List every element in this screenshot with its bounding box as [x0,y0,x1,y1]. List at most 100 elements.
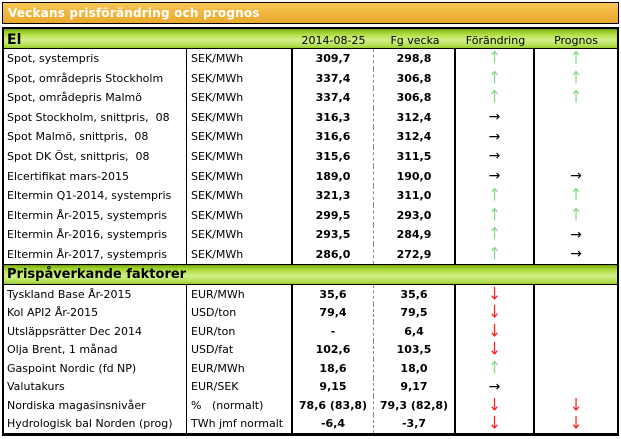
up-arrow-icon: ↑ [569,185,583,206]
change-cell: ↑ [456,88,535,108]
previous-week-value: 6,4 [374,322,456,341]
row-unit: SEK/MWh [187,68,293,89]
up-arrow-icon: ↑ [488,359,501,378]
previous-week-value: 311,5 [374,146,456,167]
row-unit: EUR/ton [187,322,293,341]
row-label: Spot, områdepris Stockholm [4,68,187,89]
table-row: Olja Brent, 1 månad USD/fat 102,6 103,5 … [4,340,617,360]
table-row: Spot Stockholm, snittpris, 08 SEK/MWh 31… [4,107,617,128]
up-arrow-icon: ↑ [488,88,501,108]
page-title: Veckans prisförändring och prognos [8,6,260,20]
change-cell: ↑ [456,49,535,69]
right-arrow-icon: → [488,378,501,395]
price-table: El 2014-08-25 Fg vecka Förändring Progno… [2,27,619,436]
forecast-cell: ↓ [535,415,617,434]
current-value: 79,4 [293,303,374,322]
row-unit: USD/ton [187,303,293,322]
table-row: Gaspoint Nordic (fd NP) EUR/MWh 18,6 18,… [4,359,617,378]
row-label: Kol API2 År-2015 [4,303,187,322]
change-cell: → [456,166,535,186]
current-value: 9,15 [293,377,374,396]
change-cell: ↓ [456,414,535,433]
up-arrow-icon: ↑ [488,185,501,206]
section-header-factors: Prispåverkande faktorer [4,264,617,285]
previous-week-value: 312,4 [374,127,456,147]
change-cell: ↑ [456,359,535,378]
down-arrow-icon: ↓ [569,396,583,415]
table-row: Spot Malmö, snittpris, 08 SEK/MWh 316,6 … [4,127,617,147]
forecast-cell: ↑ [535,88,617,108]
current-value: - [293,322,374,341]
change-cell: ↓ [456,322,535,341]
change-cell: ↑ [456,185,535,206]
section-header-el: El 2014-08-25 Fg vecka Förändring Progno… [4,29,617,49]
row-unit: SEK/MWh [187,88,293,108]
current-value: 286,0 [293,244,374,264]
up-arrow-icon: ↑ [488,224,501,245]
table-row: Spot, områdepris Stockholm SEK/MWh 337,4… [4,68,617,89]
forecast-cell [535,108,617,128]
up-arrow-icon: ↑ [488,49,501,69]
column-header-forandring: Förändring [465,34,526,47]
row-unit: EUR/MWh [187,359,293,378]
title-bar: Veckans prisförändring och prognos [2,2,619,24]
forecast-cell [535,322,617,341]
down-arrow-icon: ↓ [488,322,501,341]
forecast-cell [535,341,617,360]
row-label: Nordiska magasinsnivåer [4,396,187,415]
up-arrow-icon: ↑ [569,205,583,225]
row-label: Gaspoint Nordic (fd NP) [4,359,187,378]
forecast-cell [535,378,617,397]
row-label: Hydrologisk bal Norden (prog) [4,414,187,433]
right-arrow-icon: → [488,109,501,126]
previous-week-value: 79,3 (82,8) [374,396,456,415]
right-arrow-icon: → [488,128,501,145]
table-row: Hydrologisk bal Norden (prog) TWh jmf no… [4,414,617,434]
previous-week-value: 311,0 [374,185,456,206]
forecast-cell: ↑ [535,69,617,89]
row-unit: SEK/MWh [187,244,293,264]
forecast-cell [535,359,617,378]
table-row: Elcertifikat mars-2015 SEK/MWh 189,0 190… [4,166,617,186]
el-section-body: Spot, systempris SEK/MWh 309,7 298,8 ↑ ↑… [4,49,617,264]
row-label: Utsläppsrätter Dec 2014 [4,322,187,341]
table-row: Nordiska magasinsnivåer % (normalt) 78,6… [4,396,617,415]
row-label: Spot Stockholm, snittpris, 08 [4,107,187,128]
previous-week-value: 293,0 [374,205,456,225]
table-row: Eltermin År-2017, systempris SEK/MWh 286… [4,244,617,264]
current-value: 299,5 [293,205,374,225]
forecast-cell [535,127,617,147]
row-label: Eltermin År-2015, systempris [4,205,187,225]
row-label: Olja Brent, 1 månad [4,340,187,359]
column-header-fg-vecka: Fg vecka [390,34,440,47]
up-arrow-icon: ↑ [488,205,501,225]
up-arrow-icon: ↑ [569,68,583,89]
row-label: Eltermin Q1-2014, systempris [4,185,187,206]
row-unit: SEK/MWh [187,146,293,167]
row-label: Eltermin År-2017, systempris [4,244,187,264]
forecast-cell [535,147,617,167]
table-row: Utsläppsrätter Dec 2014 EUR/ton - 6,4 ↓ [4,322,617,341]
previous-week-value: 306,8 [374,68,456,89]
column-header-prognos: Prognos [554,34,598,47]
factors-section-body: Tyskland Base År-2015 EUR/MWh 35,6 35,6 … [4,285,617,433]
change-cell: → [456,146,535,167]
row-unit: SEK/MWh [187,205,293,225]
right-arrow-icon: → [570,168,582,185]
current-value: 189,0 [293,166,374,186]
previous-week-value: 298,8 [374,49,456,69]
table-row: Valutakurs EUR/SEK 9,15 9,17 → [4,377,617,397]
up-arrow-icon: ↑ [569,49,583,69]
previous-week-value: 312,4 [374,107,456,128]
row-unit: USD/fat [187,340,293,359]
current-value: 316,6 [293,127,374,147]
table-row: Eltermin Q1-2014, systempris SEK/MWh 321… [4,185,617,206]
row-unit: SEK/MWh [187,127,293,147]
current-value: 78,6 (83,8) [293,396,374,415]
row-unit: SEK/MWh [187,49,293,69]
change-cell: → [456,377,535,396]
previous-week-value: -3,7 [374,414,456,433]
previous-week-value: 284,9 [374,224,456,245]
table-row: Eltermin År-2015, systempris SEK/MWh 299… [4,205,617,225]
